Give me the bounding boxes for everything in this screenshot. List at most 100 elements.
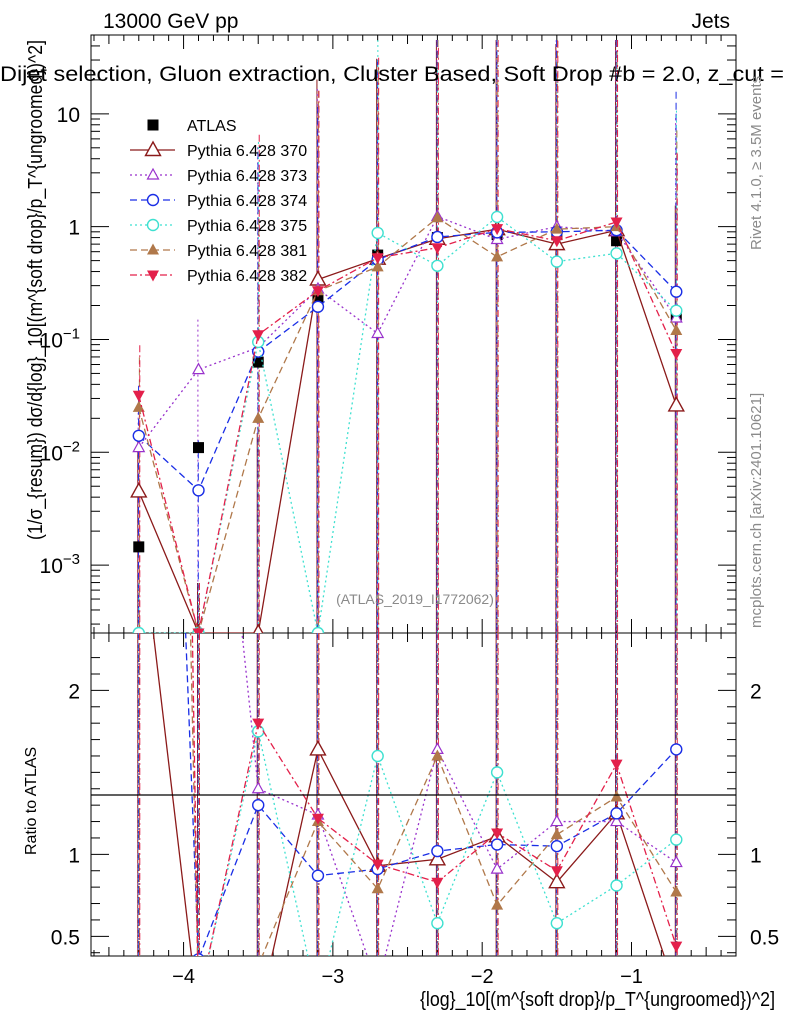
category-label: Jets: [691, 10, 730, 33]
ratio-series-382: [191, 633, 683, 1008]
data-point: [670, 349, 683, 361]
data-point: [490, 210, 504, 224]
series-line: [138, 215, 677, 449]
x-tick-label: −2: [471, 966, 494, 988]
data-point: [669, 310, 683, 323]
ratio-point: [610, 814, 624, 827]
ratio-series-375: [193, 725, 683, 1007]
data-point: [252, 411, 265, 423]
data-point: [371, 226, 384, 240]
ratio-point: [610, 879, 623, 892]
ratio-series-370: [152, 633, 665, 1021]
ratio-tick-label-right: 1: [750, 844, 762, 867]
legend-label: Pythia 6.428 382: [187, 268, 307, 285]
series-382: [132, 217, 683, 633]
ratio-tick-label: 2: [68, 680, 80, 703]
data-point: [132, 429, 145, 442]
y-tick-label: 1: [68, 217, 80, 240]
ratio-point: [431, 877, 444, 889]
legend-marker: [147, 119, 159, 131]
watermark-label: (ATLAS_2019_I1772062): [336, 591, 494, 607]
data-point: [431, 230, 444, 244]
data-point: [491, 224, 504, 236]
legend-marker: [147, 270, 159, 282]
ratio-point: [550, 917, 564, 930]
ratio-line: [191, 633, 677, 956]
ratio-point: [371, 859, 384, 871]
ratio-point: [610, 759, 623, 771]
data-point: [491, 250, 504, 262]
legend-label: Pythia 6.428 381: [187, 243, 307, 260]
data-point: [193, 442, 204, 454]
series-line: [138, 216, 677, 633]
data-point: [670, 324, 683, 336]
plot-title: Dijet selection, Gluon extraction, Clust…: [0, 63, 784, 86]
ratio-point: [431, 844, 444, 858]
ratio-tick-label-right: 0.5: [750, 926, 779, 949]
legend-label: Pythia 6.428 370: [187, 143, 307, 160]
y-axis-label: (1/σ_{resum}) dσ/d{log}_10[(m^{soft drop…: [25, 40, 47, 540]
data-point: [610, 247, 623, 260]
x-tick-label: −1: [620, 966, 643, 988]
x-tick-label: −3: [321, 966, 344, 988]
data-point: [670, 285, 683, 298]
ratio-point: [252, 798, 265, 812]
legend: ATLAS Pythia 6.428 370 Pythia 6.428 373 Pyt…: [130, 118, 307, 285]
ratio-point: [252, 959, 264, 970]
ratio-point: [670, 833, 683, 846]
ratio-point: [191, 1007, 206, 1021]
data-point: [670, 304, 683, 317]
data-point: [371, 326, 385, 339]
ratio-tick-label-right: 2: [750, 680, 762, 703]
ratio-point: [251, 781, 265, 794]
data-point: [371, 260, 384, 272]
legend-label: ATLAS: [187, 118, 237, 135]
rivet-label: Rivet 4.1.0, ≥ 3.5M events: [748, 76, 765, 250]
energy-label: 13000 GeV pp: [103, 10, 238, 33]
ratio-point: [193, 953, 204, 956]
legend-marker: [146, 218, 160, 232]
data-point: [431, 259, 444, 272]
ratio-point: [252, 718, 265, 730]
ratio-point: [193, 995, 205, 1006]
series-374: [132, 224, 683, 497]
ratio-point: [550, 828, 563, 840]
legend-marker: [146, 167, 160, 180]
ratio-point: [550, 814, 564, 827]
ratio-point: [491, 828, 504, 840]
main-series-layer: [130, 40, 685, 633]
data-point: [192, 484, 205, 497]
ratio-point: [371, 882, 384, 894]
data-point: [550, 255, 564, 268]
ratio-line: [189, 633, 677, 956]
legend-label: Pythia 6.428 373: [187, 168, 307, 185]
ratio-point: [490, 766, 504, 779]
legend-marker: [146, 193, 160, 207]
y-tick-label: 10: [57, 104, 80, 127]
ratio-point: [490, 861, 504, 874]
ratio-line: [152, 633, 665, 956]
series-line: [138, 228, 677, 633]
ratio-point: [491, 898, 504, 910]
ratio-point: [193, 997, 205, 1008]
ratio-point: [550, 839, 564, 853]
ratio-point: [610, 790, 623, 802]
data-point: [311, 300, 325, 313]
ratio-point: [372, 980, 383, 990]
x-axis-label: {log}_10[(m^{soft drop}/p_T^{ungroomed})…: [420, 989, 775, 1011]
data-point: [252, 330, 265, 342]
ratio-point: [193, 996, 204, 1007]
ratio-point: [309, 739, 327, 756]
data-point: [133, 541, 145, 553]
ratio-series-381: [189, 633, 683, 1006]
ratio-point: [311, 813, 324, 825]
ratio-point: [670, 885, 683, 897]
data-point: [431, 243, 444, 255]
legend-marker: [144, 140, 162, 157]
ratio-line: [241, 633, 677, 956]
ratio-point: [548, 872, 566, 889]
ratio-y-axis-label: Ratio to ATLAS: [23, 747, 40, 855]
data-point: [667, 396, 685, 412]
data-point: [311, 626, 325, 633]
